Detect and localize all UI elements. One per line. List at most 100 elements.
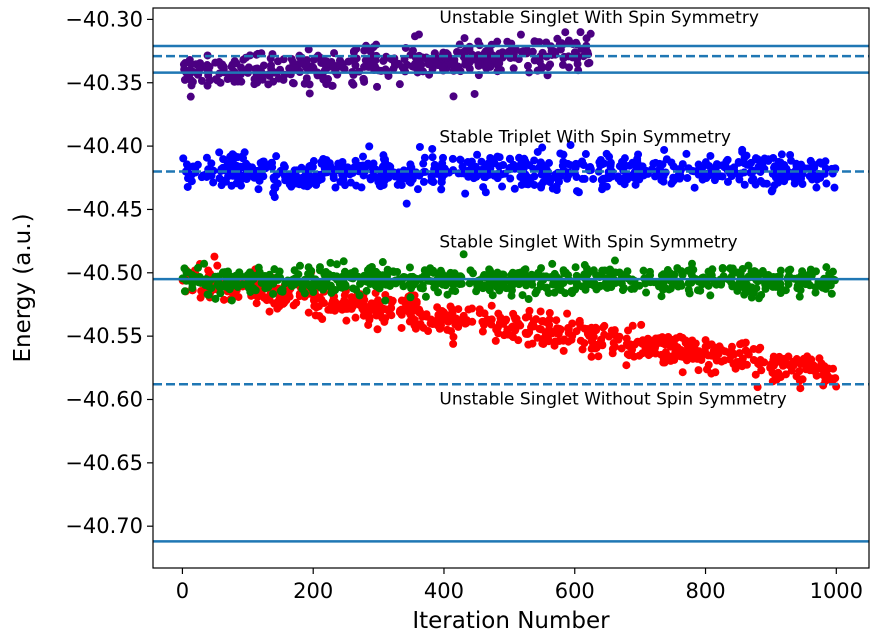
data-point <box>348 168 357 177</box>
data-point <box>560 269 569 278</box>
data-point <box>407 284 416 293</box>
data-point <box>538 143 547 152</box>
data-point <box>503 37 512 46</box>
data-point <box>184 268 193 277</box>
data-point <box>830 183 839 192</box>
data-point <box>465 46 474 54</box>
data-point <box>583 270 592 279</box>
data-point <box>180 287 189 296</box>
data-point <box>740 180 749 189</box>
data-point <box>507 271 516 280</box>
data-point <box>771 282 780 291</box>
y-tick-label: −40.30 <box>65 7 143 31</box>
data-point <box>374 296 382 305</box>
data-point <box>349 80 358 89</box>
data-point <box>467 157 476 166</box>
data-point <box>735 175 744 184</box>
data-point <box>202 153 211 162</box>
data-point <box>352 299 361 308</box>
data-point <box>401 174 410 183</box>
data-point <box>646 336 655 345</box>
data-point <box>197 76 206 85</box>
data-point <box>692 348 701 357</box>
annotation-label: Stable Singlet With Spin Symmetry <box>439 232 737 252</box>
data-point <box>822 179 831 188</box>
data-point <box>443 325 452 334</box>
data-point <box>317 157 326 166</box>
data-point <box>743 160 752 169</box>
data-point <box>257 278 266 287</box>
data-point <box>674 282 683 291</box>
data-point <box>606 160 615 169</box>
data-point <box>474 37 483 46</box>
data-point <box>328 61 337 69</box>
data-point <box>564 324 573 333</box>
data-point <box>318 314 327 323</box>
data-point <box>187 60 196 69</box>
data-point <box>287 182 296 191</box>
data-point <box>587 323 596 332</box>
data-point <box>622 334 631 343</box>
data-point <box>245 268 254 277</box>
data-point <box>312 303 321 312</box>
axes: 0 200 400 600 800 1000 −40.30 −40.35 −40.40 −40.4… <box>65 7 863 603</box>
data-point <box>415 142 424 151</box>
data-point <box>220 295 228 304</box>
data-point <box>219 269 228 278</box>
data-point <box>374 279 383 288</box>
data-point <box>406 310 415 319</box>
data-point <box>427 175 436 184</box>
data-point <box>509 64 518 73</box>
data-point <box>459 313 468 322</box>
data-point <box>306 271 315 280</box>
data-point <box>727 172 736 181</box>
data-point <box>770 163 779 172</box>
data-point <box>320 282 329 291</box>
data-point <box>179 154 188 163</box>
data-point <box>753 155 762 164</box>
data-point <box>280 298 289 307</box>
data-point <box>530 172 539 181</box>
data-point <box>482 273 491 282</box>
data-point <box>437 271 446 280</box>
data-point <box>795 292 804 301</box>
y-tick-label: −40.45 <box>65 197 143 221</box>
data-point <box>237 181 246 190</box>
data-point <box>310 294 319 303</box>
data-point <box>559 346 568 355</box>
data-point <box>498 182 507 191</box>
data-point <box>542 38 551 47</box>
data-point <box>589 332 598 341</box>
data-point <box>681 336 690 345</box>
x-tick-label: 0 <box>176 579 189 603</box>
data-point <box>292 172 301 181</box>
data-point <box>449 92 458 101</box>
data-point <box>405 317 414 326</box>
data-point <box>223 75 232 84</box>
data-point <box>510 313 519 322</box>
data-point <box>545 308 554 317</box>
data-point <box>419 177 428 186</box>
data-point <box>665 285 674 294</box>
data-point <box>507 45 516 54</box>
data-point <box>558 60 567 69</box>
data-point <box>447 278 456 287</box>
data-point <box>294 270 303 279</box>
data-point <box>673 264 682 273</box>
data-point <box>598 185 607 194</box>
data-point <box>408 46 417 55</box>
data-point <box>390 58 399 67</box>
data-point <box>292 298 301 307</box>
data-point <box>309 157 318 166</box>
data-point <box>406 293 415 302</box>
data-point <box>366 175 375 184</box>
data-point <box>365 142 374 151</box>
data-point <box>401 299 410 308</box>
data-point <box>439 279 448 288</box>
data-point <box>701 158 710 167</box>
data-point <box>678 368 687 377</box>
data-point <box>439 153 447 162</box>
data-point <box>304 45 313 54</box>
data-point <box>549 278 558 287</box>
data-point <box>799 271 808 280</box>
